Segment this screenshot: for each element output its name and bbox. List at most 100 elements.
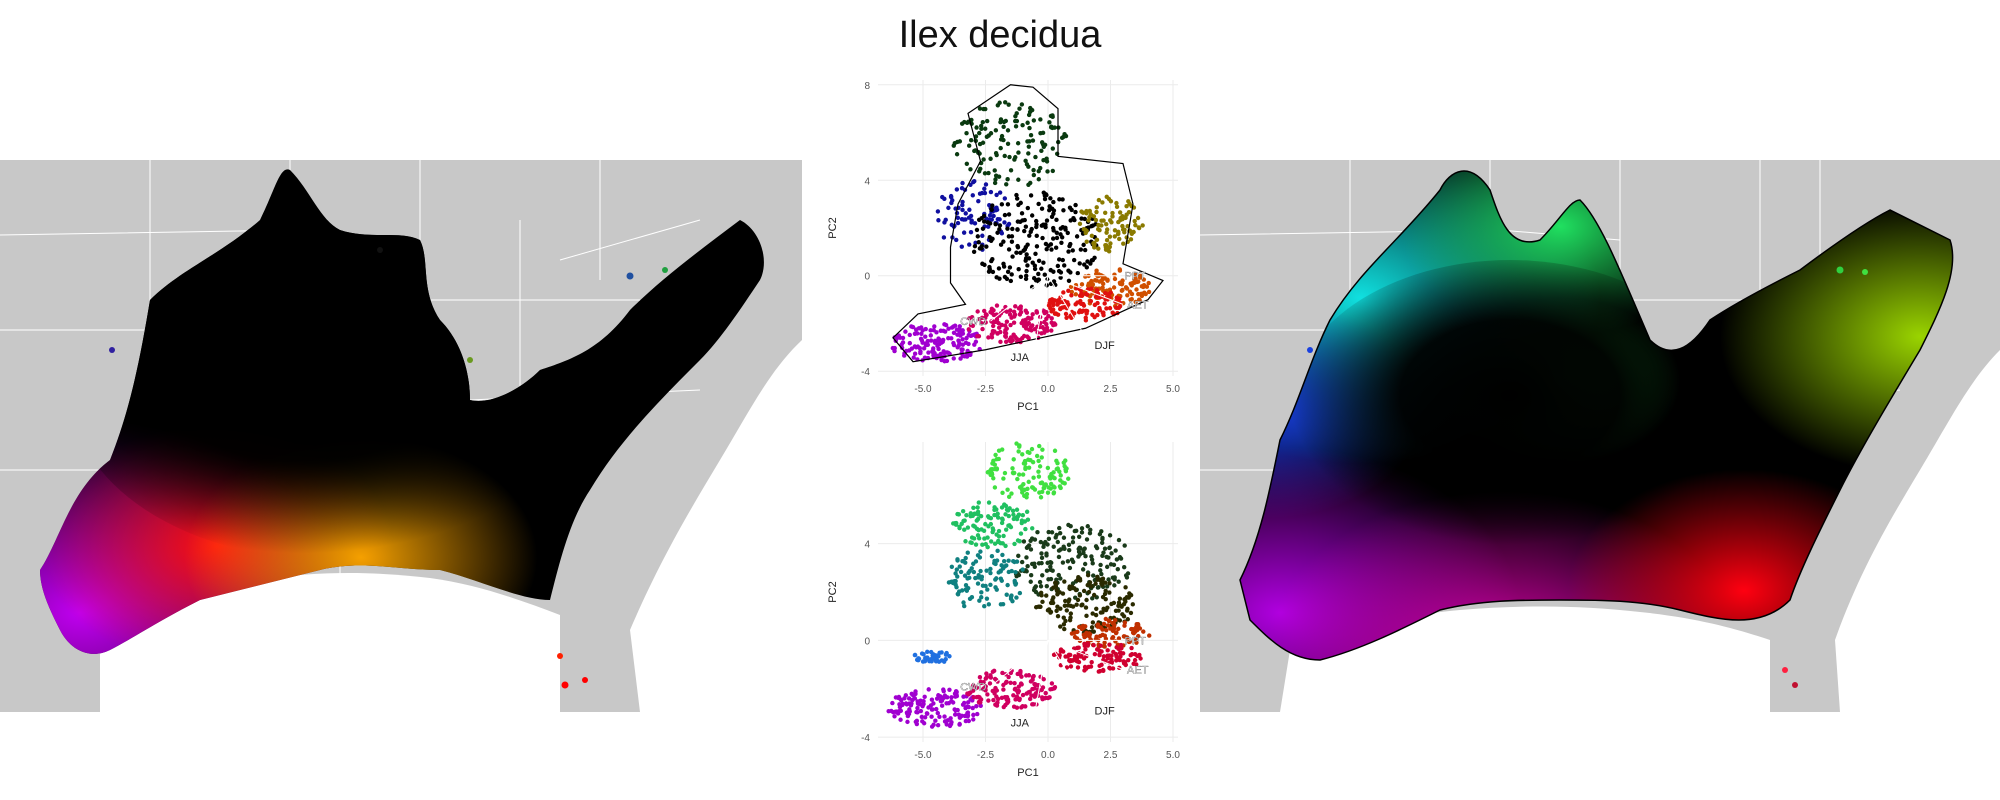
data-point xyxy=(993,452,998,458)
data-point xyxy=(1015,219,1021,224)
data-point xyxy=(989,539,994,544)
data-point xyxy=(1090,561,1095,566)
data-point xyxy=(1001,682,1006,688)
data-point xyxy=(1000,490,1005,496)
data-point xyxy=(960,702,966,707)
data-point xyxy=(1103,210,1108,215)
data-point xyxy=(1026,151,1031,156)
data-point xyxy=(1103,247,1109,252)
data-point xyxy=(1039,480,1045,485)
data-point xyxy=(1030,702,1035,707)
data-point xyxy=(970,688,976,693)
data-point xyxy=(1091,642,1096,648)
data-point xyxy=(1104,194,1109,199)
data-point xyxy=(1051,652,1057,658)
data-point xyxy=(997,223,1003,228)
data-point xyxy=(934,330,939,335)
data-point xyxy=(966,143,972,148)
data-point xyxy=(1024,268,1029,274)
data-point xyxy=(1061,535,1067,540)
data-point xyxy=(1095,585,1101,590)
data-point xyxy=(891,709,896,715)
y-tick-label: 0 xyxy=(864,272,870,283)
data-point xyxy=(1057,530,1063,536)
data-point xyxy=(1051,279,1057,284)
data-point xyxy=(1047,695,1052,700)
data-point xyxy=(999,520,1005,526)
data-point xyxy=(1025,205,1031,211)
data-point xyxy=(976,198,981,204)
data-point xyxy=(1023,158,1028,164)
data-point xyxy=(993,561,998,567)
data-point xyxy=(987,213,993,218)
data-point xyxy=(976,500,982,505)
data-point xyxy=(1029,213,1035,218)
data-point xyxy=(956,343,961,348)
data-point xyxy=(1125,617,1130,622)
data-point xyxy=(924,711,930,716)
data-point xyxy=(999,563,1004,568)
data-point xyxy=(1056,554,1062,560)
data-point xyxy=(1005,269,1011,275)
data-point xyxy=(1005,202,1011,207)
data-point xyxy=(1129,291,1135,297)
data-point xyxy=(954,187,960,192)
data-point xyxy=(1044,316,1049,321)
data-point xyxy=(1038,117,1043,122)
data-point xyxy=(1075,629,1080,635)
data-point xyxy=(962,518,967,523)
data-point xyxy=(1016,449,1021,454)
data-point xyxy=(1006,558,1011,563)
data-point xyxy=(1061,290,1066,295)
data-point xyxy=(1073,292,1079,297)
data-point xyxy=(1133,299,1138,305)
data-point xyxy=(1019,518,1025,523)
data-point xyxy=(1121,241,1126,246)
data-point xyxy=(926,687,931,692)
data-point xyxy=(1003,100,1008,105)
data-point xyxy=(1031,673,1036,679)
data-point xyxy=(949,695,954,700)
data-point xyxy=(1077,552,1083,557)
data-point xyxy=(899,342,904,347)
data-point xyxy=(937,650,942,656)
data-point xyxy=(1029,284,1035,290)
data-point xyxy=(1028,573,1034,578)
data-point xyxy=(992,541,998,546)
data-point xyxy=(1048,559,1053,565)
data-point xyxy=(1118,654,1123,659)
data-point xyxy=(1089,286,1094,291)
data-point xyxy=(1066,302,1071,307)
data-point xyxy=(1061,460,1066,465)
data-point xyxy=(1058,275,1063,280)
data-point xyxy=(1146,289,1152,295)
data-point xyxy=(962,603,967,609)
data-point xyxy=(1019,211,1025,216)
data-point xyxy=(1117,210,1123,215)
data-point xyxy=(951,521,956,526)
data-point xyxy=(1006,494,1012,500)
data-point xyxy=(1061,622,1067,627)
data-point xyxy=(1001,476,1006,481)
data-point xyxy=(954,689,959,695)
data-point xyxy=(1111,621,1116,626)
data-point xyxy=(966,341,971,347)
data-point xyxy=(928,328,933,333)
pca-biplot-top: PPT AET DJF JJA CWD -5.0 -2.5 0.0 2.5 5.0 -4 0 4 8 PC1… xyxy=(827,80,1180,413)
data-point xyxy=(1089,554,1094,559)
outlier-point xyxy=(582,677,588,683)
outlier-point xyxy=(561,681,569,689)
data-point xyxy=(1062,263,1067,268)
data-point xyxy=(1012,541,1017,547)
data-point xyxy=(979,595,984,600)
data-point xyxy=(993,585,998,590)
data-point xyxy=(1100,200,1105,205)
data-point xyxy=(1051,208,1057,213)
data-point xyxy=(977,246,983,251)
data-point xyxy=(953,571,958,576)
data-point xyxy=(952,712,958,717)
data-point xyxy=(1075,300,1080,305)
data-point xyxy=(999,202,1005,207)
data-point xyxy=(989,319,994,324)
data-point xyxy=(1038,495,1044,500)
